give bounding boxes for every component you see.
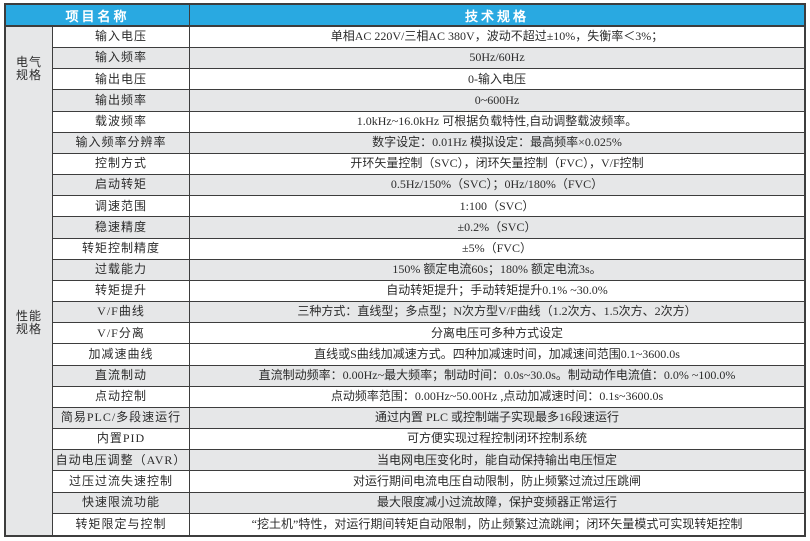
row-label: 调速范围 xyxy=(53,196,190,218)
row-value: 数字设定：0.01Hz 模拟设定：最高频率×0.025% xyxy=(190,132,804,154)
row-label: 稳速精度 xyxy=(53,217,190,239)
row-value: 最大限度减小过流故障，保护变频器正常运行 xyxy=(190,492,804,514)
row-value: 0~600Hz xyxy=(190,90,804,112)
row-label: 输出电压 xyxy=(53,69,190,91)
row-label: 转矩提升 xyxy=(53,280,190,303)
row-value: 150% 额定电流60s；180% 额定电流3s。 xyxy=(190,259,804,281)
group-label-1: 电气规格 xyxy=(6,27,53,112)
row-label: 直流制动 xyxy=(53,365,190,387)
row-label: V/F分离 xyxy=(53,323,190,345)
row-value: ±5%（FVC） xyxy=(190,238,804,260)
group-label-2: 性能规格 xyxy=(6,111,53,535)
row-value: ±0.2%（SVC） xyxy=(190,217,804,239)
row-value: 单相AC 220V/三相AC 380V，波动不超过±10%，失衡率＜3%； xyxy=(190,27,804,49)
spec-table: 项目名称 技术规格 电气规格 输入电压 单相AC 220V/三相AC 380V，波动… xyxy=(4,3,806,537)
row-label: 输入电压 xyxy=(53,27,190,49)
row-label: 输入频率分辨率 xyxy=(53,132,190,154)
row-label: 过载能力 xyxy=(53,259,190,281)
row-label: 简易PLC/多段速运行 xyxy=(53,407,190,430)
row-value: 0.5Hz/150%（SVC）；0Hz/180%（FVC） xyxy=(190,175,804,197)
row-label: 启动转矩 xyxy=(53,175,190,197)
table-body: 电气规格 输入电压 单相AC 220V/三相AC 380V，波动不超过±10%，失衡… xyxy=(6,27,804,535)
row-label: 过压过流失速控制 xyxy=(53,471,190,493)
row-label: V/F曲线 xyxy=(53,302,190,324)
row-label: 载波频率 xyxy=(53,111,190,133)
row-label: 点动控制 xyxy=(53,386,190,408)
row-value: 分离电压可多种方式设定 xyxy=(190,323,804,345)
row-value: 50Hz/60Hz xyxy=(190,48,804,70)
row-value: 自动转矩提升；手动转矩提升0.1% ~30.0% xyxy=(190,280,804,303)
row-label: 输出频率 xyxy=(53,90,190,112)
row-label: 控制方式 xyxy=(53,153,190,176)
row-label: 输入频率 xyxy=(53,48,190,70)
row-label: 转矩限定与控制 xyxy=(53,513,190,535)
row-value: 三种方式：直线型；多点型；N次方型V/F曲线（1.2次方、1.5次方、2次方） xyxy=(190,302,804,324)
row-value: 当电网电压变化时，能自动保持输出电压恒定 xyxy=(190,450,804,472)
row-value: 直线或S曲线加减速方式。四种加减速时间，加减速间范围0.1~3600.0s xyxy=(190,344,804,366)
row-value: 点动频率范围：0.00Hz~50.00Hz ,点动加减速时间：0.1s~3600… xyxy=(190,386,804,408)
header-tech-spec: 技术规格 xyxy=(464,8,529,24)
row-label: 内置PID xyxy=(53,429,190,451)
row-label: 加减速曲线 xyxy=(53,344,190,366)
row-value: 可方便实现过程控制闭环控制系统 xyxy=(190,429,804,451)
row-value: 开环矢量控制（SVC），闭环矢量控制（FVC），V/F控制 xyxy=(190,153,804,176)
row-value: 1:100（SVC） xyxy=(190,196,804,218)
row-label: 自动电压调整（AVR） xyxy=(53,450,190,472)
row-label: 快速限流功能 xyxy=(53,492,190,514)
row-value: “挖土机”特性，对运行期间转矩自动限制，防止频繁过流跳闸；闭环矢量模式可实现转矩… xyxy=(190,513,804,535)
header-item-name: 项目名称 xyxy=(6,5,190,25)
row-value: 对运行期间电流电压自动限制，防止频繁过流过压跳闸 xyxy=(190,471,804,493)
row-label: 转矩控制精度 xyxy=(53,238,190,260)
row-value: 1.0kHz~16.0kHz 可根据负载特性,自动调整载波频率。 xyxy=(190,111,804,133)
table-header-row: 项目名称 技术规格 xyxy=(6,5,804,27)
row-value: 0-输入电压 xyxy=(190,69,804,91)
row-value: 通过内置 PLC 或控制端子实现最多16段速运行 xyxy=(190,407,804,430)
row-value: 直流制动频率：0.00Hz~最大频率；制动时间：0.0s~30.0s。制动动作电… xyxy=(190,365,804,387)
